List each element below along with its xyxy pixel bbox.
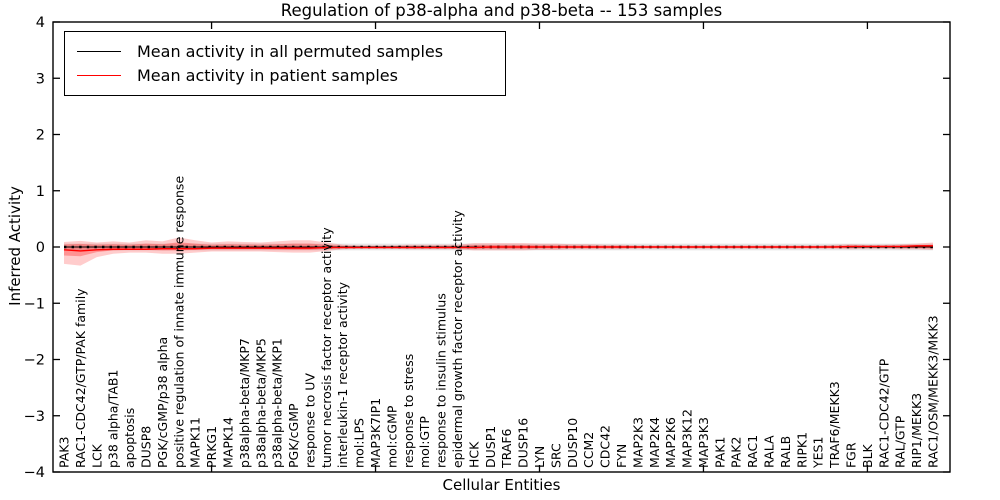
x-tick-label: p38alpha-beta/MKP5 — [253, 338, 268, 468]
x-tick-label: TRAF6 — [499, 428, 514, 469]
x-tick-label: YES1 — [811, 437, 826, 469]
y-tick-label: −1 — [24, 296, 45, 312]
x-tick-label: RIPK1 — [794, 432, 809, 468]
patient-band-inner — [64, 242, 933, 257]
patient-mean-line — [63, 245, 933, 252]
x-tick-label: p38alpha-beta/MKP1 — [270, 338, 285, 468]
chart-title: Regulation of p38-alpha and p38-beta -- … — [280, 1, 723, 20]
x-tick-label: epidermal growth factor receptor activit… — [450, 210, 465, 468]
x-tick-label: PAK1 — [712, 437, 727, 468]
x-tick-label: PAK2 — [729, 437, 744, 468]
x-tick-label: PAK3 — [57, 437, 72, 468]
x-tick-label: p38alpha-beta/MKP7 — [237, 338, 252, 468]
x-tick-label: p38 alpha/TAB1 — [106, 370, 121, 468]
x-tick-label: FGR — [844, 442, 859, 468]
x-tick-label: MAP3K7IP1 — [368, 398, 383, 468]
legend: Mean activity in all permuted samples Me… — [64, 31, 506, 96]
x-tick-label: RAC1-CDC42/GTP/PAK family — [73, 288, 88, 468]
x-tick-label: MAP2K3 — [630, 417, 645, 468]
x-tick-label: response to insulin stimulus — [434, 293, 449, 468]
x-tick-label: DUSP1 — [483, 426, 498, 468]
x-tick-label: CCM2 — [581, 432, 596, 468]
x-tick-label: mol:GTP — [417, 416, 432, 468]
x-tick-label: MAP2K6 — [663, 417, 678, 468]
y-tick-label: −4 — [24, 465, 45, 481]
x-tick-label: RAC1/OSM/MEKK3/MKK3 — [926, 315, 941, 468]
y-axis-title: Inferred Activity — [6, 186, 24, 306]
x-tick-label: DUSP8 — [138, 426, 153, 468]
x-tick-label: DUSP10 — [565, 418, 580, 468]
x-tick-label: mol:LPS — [352, 418, 367, 468]
x-tick-label: MAP3K3 — [696, 417, 711, 468]
x-tick-label: MAPK14 — [220, 417, 235, 468]
x-tick-label: apoptosis — [122, 408, 137, 468]
x-tick-label: PGK/cGMP/p38 alpha — [155, 337, 170, 468]
x-tick-label: PRKG1 — [204, 426, 219, 468]
x-tick-label: response to stress — [401, 354, 416, 468]
legend-label-permuted: Mean activity in all permuted samples — [137, 41, 444, 61]
y-tick-label: −3 — [24, 409, 45, 425]
x-tick-label: positive regulation of innate immune res… — [171, 176, 186, 468]
patient-band-outer — [64, 237, 933, 266]
y-tick-label: −2 — [24, 353, 45, 369]
x-tick-label: LCK — [89, 443, 104, 468]
x-tick-label: CDC42 — [598, 425, 613, 468]
x-tick-label: PGK/cGMP — [286, 403, 301, 468]
x-tick-label: MAP3K12 — [680, 409, 695, 468]
x-tick-label: RAC1 — [745, 435, 760, 468]
y-tick-label: 2 — [36, 128, 45, 144]
x-axis-title: Cellular Entities — [442, 476, 561, 494]
x-tick-label: TRAF6/MEKK3 — [827, 381, 842, 469]
legend-item-patient: Mean activity in patient samples — [77, 64, 493, 89]
legend-item-permuted: Mean activity in all permuted samples — [77, 39, 493, 64]
x-tick-label: HCK — [466, 441, 481, 468]
x-tick-label: RIP1/MEKK3 — [909, 393, 924, 468]
x-tick-label: MAP2K4 — [647, 417, 662, 468]
legend-line-permuted-icon — [77, 50, 121, 52]
x-tick-label: BLK — [860, 443, 875, 468]
y-tick-label: 0 — [36, 240, 45, 256]
y-tick-label: 1 — [36, 184, 45, 200]
x-tick-label: RALA — [762, 435, 777, 468]
x-tick-label: DUSP16 — [516, 418, 531, 468]
y-tick-label: 3 — [36, 71, 45, 87]
x-tick-label: RAC1-CDC42/GTP — [876, 358, 891, 468]
x-tick-label: tumor necrosis factor receptor activity — [319, 227, 334, 468]
legend-line-patient-icon — [77, 75, 121, 77]
legend-label-patient: Mean activity in patient samples — [137, 66, 398, 86]
x-tick-label: RALB — [778, 436, 793, 468]
x-tick-label: MAPK11 — [188, 417, 203, 468]
x-tick-label: FYN — [614, 444, 629, 468]
y-tick-label: 4 — [36, 15, 45, 31]
x-tick-label: response to UV — [302, 373, 317, 468]
x-tick-label: LYN — [532, 446, 547, 468]
x-tick-label: mol:cGMP — [384, 405, 399, 468]
x-tick-label: RAL/GTP — [893, 415, 908, 468]
x-tick-label: interleukin-1 receptor activity — [335, 281, 350, 468]
x-tick-label: SRC — [548, 443, 563, 468]
